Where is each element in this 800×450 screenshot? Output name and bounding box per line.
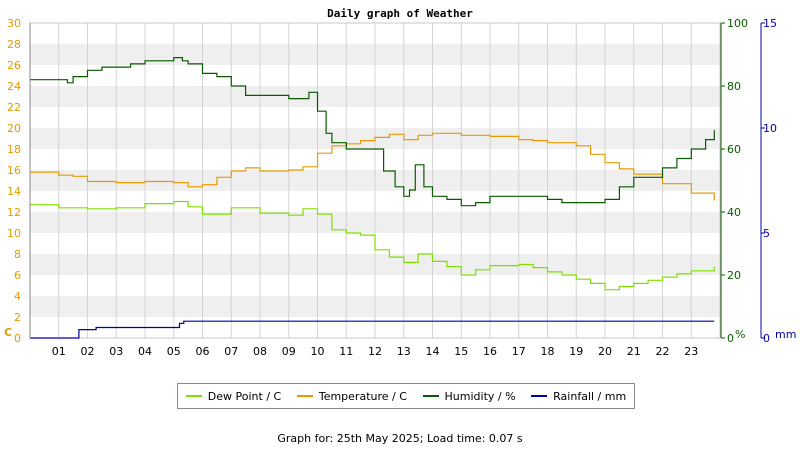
right-tick-label-humidity: 0 [727, 332, 734, 345]
legend-label-rainfall: Rainfall / mm [553, 389, 627, 403]
x-tick-label: 08 [253, 345, 267, 358]
left-tick-label: 24 [7, 80, 21, 93]
footer-status: Graph for: 25th May 2025; Load time: 0.0… [277, 432, 523, 445]
left-tick-label: 20 [7, 122, 21, 135]
right-tick-label-humidity: 60 [727, 143, 741, 156]
x-tick-label: 11 [339, 345, 353, 358]
x-tick-label: 19 [569, 345, 583, 358]
left-tick-label: 10 [7, 227, 21, 240]
left-tick-label: 8 [14, 248, 21, 261]
legend-swatch-rainfall [531, 395, 548, 397]
right-tick-label-humidity: 40 [727, 206, 741, 219]
legend: Dew Point / C Temperature / C Humidity /… [177, 383, 635, 409]
legend-swatch-humidity [422, 395, 439, 397]
series-line-3 [30, 320, 715, 339]
left-tick-label: 30 [7, 17, 21, 30]
left-tick-label: 4 [14, 290, 21, 303]
legend-label-humidity: Humidity / % [444, 389, 516, 403]
left-axis-unit: C [4, 326, 12, 339]
x-tick-label: 07 [224, 345, 238, 358]
x-tick-label: 10 [311, 345, 325, 358]
left-tick-label: 2 [14, 311, 21, 324]
left-tick-label: 6 [14, 269, 21, 282]
x-tick-label: 15 [454, 345, 468, 358]
legend-item-temperature: Temperature / C [296, 389, 407, 403]
series-line-2 [30, 57, 715, 207]
right-tick-label-rainfall: 0 [763, 332, 770, 345]
x-tick-label: 16 [483, 345, 497, 358]
series-line-0 [30, 200, 715, 291]
x-tick-label: 04 [138, 345, 152, 358]
series-line-1 [30, 132, 715, 201]
right-axis-unit-humidity: % [735, 328, 745, 341]
legend-swatch-temperature [296, 395, 313, 397]
x-tick-label: 03 [109, 345, 123, 358]
x-tick-label: 05 [167, 345, 181, 358]
right-axis-unit-rainfall: mm [775, 328, 796, 341]
x-tick-label: 02 [81, 345, 95, 358]
right-tick-label-rainfall: 10 [763, 122, 777, 135]
legend-swatch-dew-point [185, 395, 202, 397]
x-tick-label: 20 [598, 345, 612, 358]
legend-item-dew-point: Dew Point / C [185, 389, 282, 403]
right-tick-label-rainfall: 5 [763, 227, 770, 240]
legend-item-rainfall: Rainfall / mm [531, 390, 626, 403]
x-tick-label: 13 [397, 345, 411, 358]
right-tick-label-rainfall: 15 [763, 17, 777, 30]
left-tick-label: 28 [7, 38, 21, 51]
left-tick-label: 12 [7, 206, 21, 219]
left-tick-label: 26 [7, 59, 21, 72]
legend-label-dew-point: Dew Point / C [207, 389, 282, 403]
left-tick-label: 22 [7, 101, 21, 114]
left-tick-label: 0 [14, 332, 21, 345]
right-tick-label-humidity: 20 [727, 269, 741, 282]
left-tick-label: 18 [7, 143, 21, 156]
x-tick-label: 09 [282, 345, 296, 358]
x-tick-label: 22 [656, 345, 670, 358]
right-tick-label-humidity: 80 [727, 80, 741, 93]
legend-label-temperature: Temperature / C [318, 389, 407, 403]
x-tick-label: 12 [368, 345, 382, 358]
x-tick-label: 21 [627, 345, 641, 358]
x-tick-label: 17 [512, 345, 526, 358]
chart-title: Daily graph of Weather [327, 7, 473, 20]
left-tick-label: 14 [7, 185, 21, 198]
left-tick-label: 16 [7, 164, 21, 177]
x-tick-label: 18 [541, 345, 555, 358]
x-tick-label: 14 [426, 345, 440, 358]
legend-item-humidity: Humidity / % [422, 389, 516, 403]
x-tick-label: 06 [196, 345, 210, 358]
x-tick-label: 01 [52, 345, 66, 358]
right-tick-label-humidity: 100 [727, 17, 748, 30]
x-tick-label: 23 [684, 345, 698, 358]
